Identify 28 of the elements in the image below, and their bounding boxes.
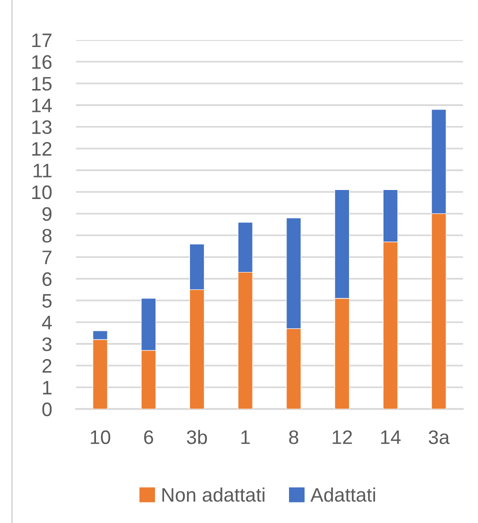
- y-tick-label: 6: [42, 272, 52, 286]
- y-tick-label: 2: [42, 359, 52, 373]
- x-tick-label: 8: [289, 430, 298, 444]
- legend-label: Adattati: [310, 487, 376, 502]
- x-tick-label: 6: [144, 430, 154, 444]
- y-tick-label: 4: [42, 316, 52, 330]
- x-tick-label: 10: [90, 430, 110, 444]
- y-tick-label: 13: [32, 120, 52, 134]
- y-tick-label: 11: [34, 164, 52, 178]
- y-tick-label: 3: [42, 337, 52, 352]
- x-tick-label: 3a: [428, 430, 450, 444]
- x-tick-label: 3b: [186, 430, 207, 444]
- x-tick-label: 1: [241, 430, 250, 444]
- legend-label: Non adattati: [162, 487, 264, 502]
- y-tick-label: 9: [42, 207, 52, 221]
- y-tick-label: 14: [32, 98, 52, 112]
- y-tick-label: 15: [32, 77, 52, 91]
- y-tick-label: 10: [32, 185, 52, 200]
- y-tick-label: 7: [42, 250, 52, 264]
- y-tick-label: 16: [32, 55, 52, 69]
- y-tick-label: 5: [42, 294, 52, 308]
- y-tick-label: 1: [43, 380, 52, 394]
- y-tick-label: 12: [32, 142, 52, 156]
- y-tick-label: 8: [42, 228, 52, 243]
- x-tick-label: 14: [381, 430, 401, 444]
- y-tick-label: 0: [42, 402, 52, 416]
- x-tick-label: 12: [332, 430, 352, 444]
- y-tick-label: 17: [32, 34, 52, 48]
